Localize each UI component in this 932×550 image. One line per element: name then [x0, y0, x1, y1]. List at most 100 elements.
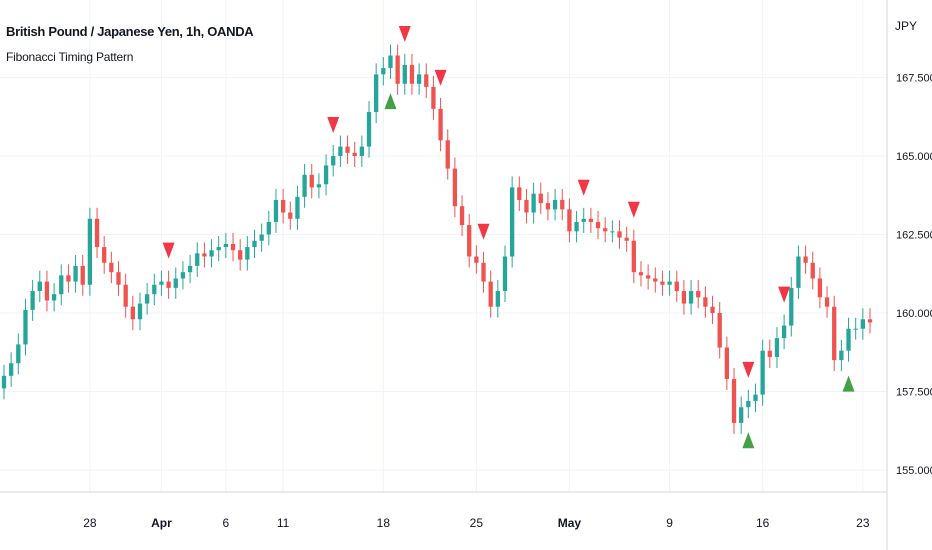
candle-body — [166, 281, 171, 288]
time-axis-label: 6 — [223, 516, 230, 530]
candle-body — [574, 221, 579, 232]
candle-body — [610, 231, 615, 233]
candle-body — [123, 284, 128, 307]
candle-body — [681, 291, 687, 304]
candle-body — [280, 199, 286, 213]
candle-body — [388, 55, 393, 69]
candle-body — [853, 328, 858, 330]
candle-body — [209, 250, 214, 257]
candle-body — [245, 247, 250, 260]
candle-body — [560, 199, 565, 210]
candle-body — [846, 328, 851, 351]
time-axis-label: 11 — [277, 516, 290, 530]
candle-body — [660, 281, 665, 285]
candle-body — [216, 247, 221, 251]
candle-body — [588, 218, 594, 222]
candle-body — [288, 212, 293, 219]
candle-body — [638, 272, 644, 276]
candle-body — [116, 272, 121, 285]
candle-body — [817, 278, 823, 298]
candle-body — [603, 228, 608, 232]
price-axis-label: 157.500 — [896, 387, 932, 399]
sell-signal-marker — [162, 242, 175, 259]
sell-signal-marker — [778, 286, 791, 303]
candle-body — [159, 281, 164, 285]
candle-body — [781, 325, 787, 339]
candle-body — [137, 303, 143, 320]
chart-legend: British Pound / Japanese Yen, 1h, OANDA … — [6, 24, 254, 64]
indicator-name[interactable]: Fibonacci Timing Pattern — [6, 50, 134, 64]
time-axis-label: 9 — [666, 516, 673, 530]
candle-body — [316, 184, 322, 188]
candle-body — [631, 240, 636, 273]
candle-body — [581, 218, 586, 222]
sell-signal-marker — [627, 201, 640, 218]
candle-body — [51, 294, 57, 301]
candle-body — [352, 152, 357, 156]
candle-body — [323, 165, 329, 185]
sell-signal-marker — [434, 69, 447, 86]
candle-body — [624, 237, 629, 241]
candle-body — [674, 281, 679, 292]
candle-body — [538, 193, 543, 204]
candle-body — [23, 309, 28, 345]
candle-body — [59, 275, 64, 295]
candle-body — [667, 281, 672, 285]
candle-body — [595, 221, 601, 229]
candle-body — [796, 256, 801, 288]
candle-body — [173, 278, 178, 288]
symbol-title[interactable]: British Pound / Japanese Yen, 1h, OANDA — [6, 24, 254, 39]
candle-body — [359, 146, 364, 156]
time-axis-label: May — [558, 516, 582, 530]
candle-body — [824, 297, 830, 307]
sell-signal-marker — [477, 223, 490, 240]
candle-body — [481, 262, 486, 282]
candle-body — [302, 174, 307, 197]
candle-body — [16, 344, 21, 364]
sell-signal-marker — [327, 117, 340, 134]
candle-body — [345, 146, 350, 153]
candle-body — [531, 193, 536, 213]
time-axis-label: Apr — [151, 516, 172, 530]
time-axis-label: 25 — [470, 516, 484, 530]
candle-body — [331, 156, 336, 166]
candle-body — [144, 294, 150, 304]
candle-body — [130, 306, 135, 320]
price-axis-label: 165.000 — [896, 151, 932, 163]
candle-body — [94, 218, 100, 248]
candle-body — [266, 221, 271, 235]
candle-body — [717, 313, 722, 348]
candle-body — [73, 265, 78, 282]
candle-body — [703, 297, 708, 307]
candle-body — [424, 74, 429, 87]
candle-body — [295, 196, 300, 219]
time-axis-label: 23 — [856, 516, 870, 530]
candle-body — [30, 291, 35, 310]
candle-body — [395, 55, 400, 84]
candle-body — [230, 243, 236, 251]
price-axis-label: 162.500 — [896, 230, 932, 242]
buy-signal-marker — [384, 93, 397, 110]
candle-body — [760, 350, 765, 395]
candle-body — [416, 74, 422, 84]
candle-body — [774, 338, 780, 357]
candle-body — [495, 291, 500, 307]
candle-body — [195, 253, 200, 266]
candle-body — [510, 187, 515, 257]
candle-body — [109, 262, 114, 273]
candle-body — [739, 407, 744, 423]
candle-body — [803, 256, 808, 263]
candle-body — [731, 378, 737, 423]
sell-signal-marker — [742, 361, 755, 378]
candle-body — [87, 218, 93, 285]
candle-body — [259, 234, 264, 241]
sell-signal-marker — [398, 25, 411, 42]
candle-body — [152, 284, 157, 295]
candle-body — [645, 275, 651, 279]
candle-body — [524, 199, 529, 213]
candle-body — [789, 287, 794, 326]
candle-body — [252, 240, 257, 248]
candle-body — [445, 140, 450, 169]
candle-body — [431, 86, 436, 109]
